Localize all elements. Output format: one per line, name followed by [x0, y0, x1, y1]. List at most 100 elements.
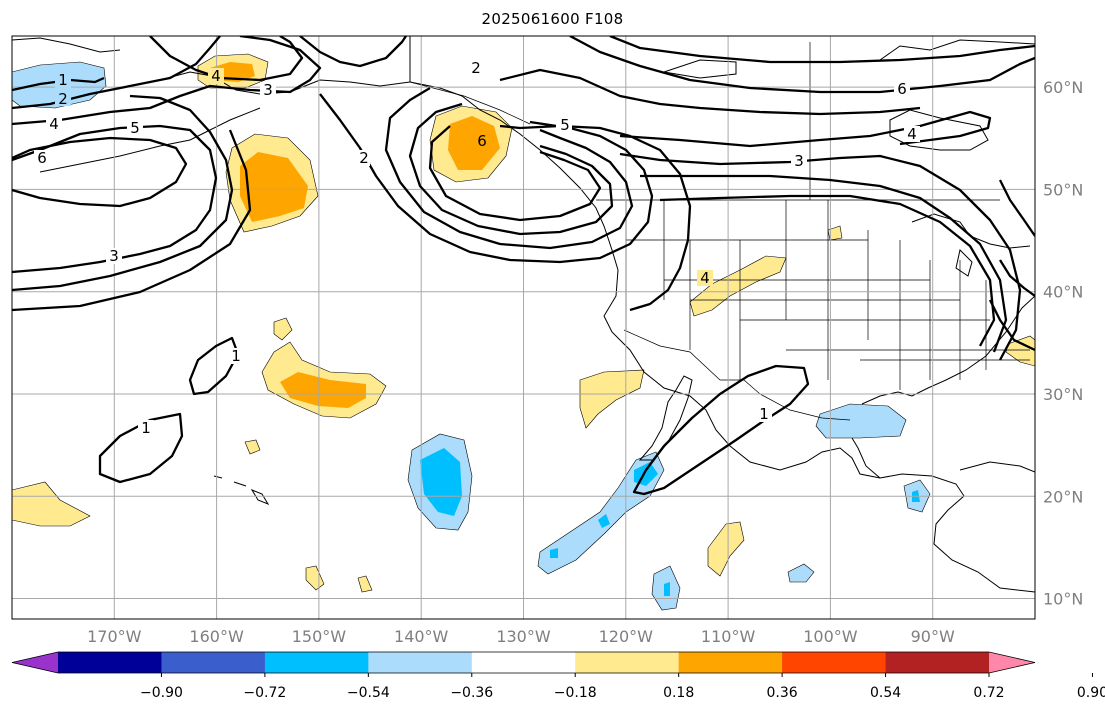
contour-label: 1: [58, 71, 68, 89]
fill-positive-region: [689, 255, 787, 317]
contour-label: 3: [109, 247, 119, 265]
coastline: [861, 295, 1035, 405]
contour-line: [999, 259, 1035, 297]
contour-label: 4: [49, 115, 59, 133]
coastline: [911, 213, 1031, 249]
contour-line: [569, 36, 1035, 94]
latitude-label: 20°N: [1043, 487, 1083, 506]
latitude-label: 10°N: [1043, 590, 1083, 609]
country-border: [409, 81, 531, 125]
fill-positive-region: [579, 369, 645, 429]
longitude-label: 110°W: [701, 627, 756, 646]
contour-line: [619, 110, 992, 148]
fill-positive-region: [707, 521, 745, 577]
fill-negative-region: [537, 451, 665, 575]
coastline: [959, 461, 1035, 473]
contour-line: [499, 68, 921, 116]
contour-label: 2: [471, 59, 481, 77]
contour-label: 3: [263, 81, 273, 99]
colorbar-segment: [575, 652, 680, 673]
contour-label: 1: [141, 419, 151, 437]
contour-line: [998, 179, 1035, 237]
contour-line: [149, 36, 304, 82]
contour-label: 4: [211, 67, 221, 85]
contour-label: 6: [477, 132, 487, 150]
coastline: [851, 437, 881, 479]
fill-negative-core: [550, 548, 558, 558]
colorbar-tick-label: 0.72: [973, 685, 1004, 701]
latitude-labels: 60°N 50°N 40°N 30°N 20°N 10°N: [1043, 78, 1083, 608]
colorbar-segment: [678, 652, 783, 673]
colorbar-segment: [161, 652, 266, 673]
colorbar-segment: [264, 652, 369, 673]
contour-label: 2: [359, 149, 369, 167]
contour-label: 1: [759, 405, 769, 423]
fill-positive-core: [240, 152, 308, 222]
coastline: [663, 59, 737, 79]
colorbar-tick-label: 0.36: [767, 685, 798, 701]
coastline: [12, 37, 121, 53]
contour-line: [408, 102, 614, 236]
longitude-label: 130°W: [496, 627, 551, 646]
contour-line: [12, 36, 322, 126]
colorbar-segment: [368, 652, 473, 673]
colorbar-under-arrow: [12, 652, 58, 673]
colorbar-tick-label: −0.36: [450, 685, 493, 701]
colorbar-segment: [885, 652, 990, 673]
latitude-label: 40°N: [1043, 283, 1083, 302]
fill-positive-region: [1005, 335, 1035, 367]
colorbar-segment: [58, 652, 162, 673]
colorbar-tick-labels: −0.90 −0.72 −0.54 −0.36 −0.18 0.18 0.36 0.54 0.7…: [140, 673, 1105, 701]
contour-label: 3: [794, 152, 804, 170]
colorbar-tick-label: 0.54: [870, 685, 901, 701]
contour-label: 6: [897, 80, 907, 98]
coastline: [39, 107, 261, 173]
contour-line: [609, 36, 1035, 64]
fill-positive-region: [273, 317, 293, 341]
latitude-label: 50°N: [1043, 180, 1083, 199]
anomaly-fills: [12, 53, 1035, 611]
contour-line: [319, 93, 654, 264]
contour-line: [659, 194, 996, 347]
fill-positive-region: [12, 481, 91, 527]
contour-label: 5: [130, 119, 140, 137]
longitude-label: 90°W: [911, 627, 955, 646]
fill-positive-region: [244, 439, 261, 455]
coastline: [889, 109, 989, 151]
colorbar-over-arrow: [989, 652, 1035, 673]
contour-line: [988, 299, 1035, 352]
fill-negative-core: [420, 448, 462, 516]
contour-label: 4: [700, 269, 710, 287]
map-title: 2025061600 F108: [481, 10, 624, 28]
contour-label: 4: [907, 125, 917, 143]
contour-line: [98, 412, 184, 484]
colorbar-tick-label: −0.18: [554, 685, 597, 701]
contour-lines: [12, 36, 1035, 496]
contour-line: [12, 129, 252, 312]
state-borders: [625, 200, 1030, 390]
fill-negative-core: [664, 582, 670, 596]
colorbar-outline: [11, 651, 1036, 674]
contour-label: 5: [560, 116, 570, 134]
contour-line: [619, 152, 1022, 361]
colorbar-tick-label: −0.54: [347, 685, 390, 701]
coastline: [955, 249, 973, 277]
fill-positive-region: [827, 225, 843, 241]
longitude-label: 150°W: [292, 627, 347, 646]
fill-negative-region: [815, 403, 907, 439]
contour-label: 2: [58, 90, 68, 108]
contour-label: 6: [37, 149, 47, 167]
longitude-label: 120°W: [599, 627, 654, 646]
latitude-label: 30°N: [1043, 385, 1083, 404]
country-border: [623, 329, 851, 421]
contour-line: [299, 36, 407, 68]
contour-line: [632, 364, 810, 496]
longitude-label: 140°W: [394, 627, 449, 646]
fill-positive-region: [305, 565, 325, 591]
contour-line: [640, 174, 1008, 353]
colorbar-tick-label: −0.90: [140, 685, 183, 701]
contour-line: [384, 87, 634, 250]
colorbar: [11, 651, 1036, 674]
gridlines: [12, 36, 1035, 619]
